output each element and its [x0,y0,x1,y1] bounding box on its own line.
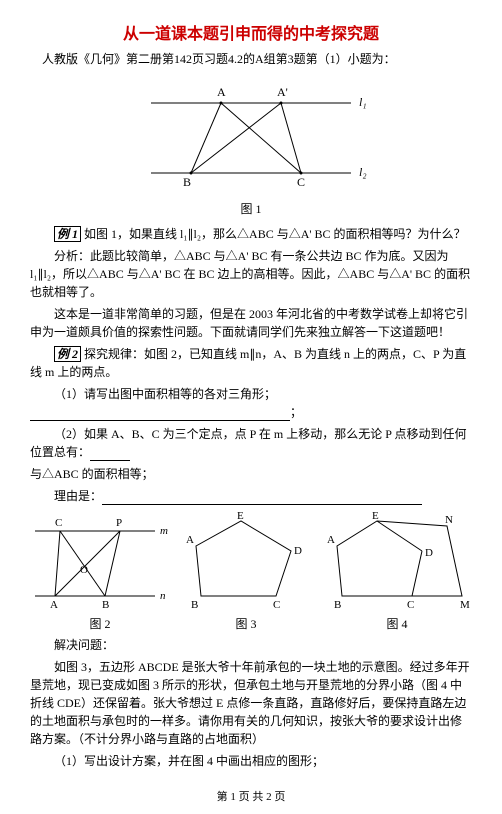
example-2-q2b: 与△ABC 的面积相等； [30,465,472,483]
svg-text:B: B [102,599,109,611]
example-2-q1: （1）请写出图中面积相等的各对三角形；； [30,385,472,421]
figure-1-caption: 图 1 [30,200,472,217]
svg-text:P: P [116,517,122,529]
example-2-q2a: （2）如果 A、B、C 为三个定点，点 P 在 m 上移动，那么无论 P 点移动… [30,425,472,461]
svg-text:N: N [445,514,453,526]
svg-text:B: B [334,599,341,611]
example-1-note: 这本是一道非常简单的习题，但是在 2003 年河北省的中考数学试卷上却将它引申为… [30,305,472,341]
subtitle: 人教版《几何》第二册第142页习题4.2的A组第3题第（1）小题为： [30,50,472,68]
svg-text:M: M [460,599,470,611]
svg-text:C: C [297,175,305,189]
svg-text:D: D [425,547,433,559]
svg-text:A: A [327,534,335,546]
figure-3: B A E D C [181,511,311,611]
page-title: 从一道课本题引申而得的中考探究题 [30,20,472,44]
example-2-reason: 理由是： [30,487,472,505]
example-2-label: 例 2 [54,346,81,362]
solve-header: 解决问题： [30,636,472,654]
solve-p2: （1）写出设计方案，并在图 4 中画出相应的图形； [30,752,472,770]
example-1-analysis: 分析：此题比较简单，△ABC 与△A' BC 有一条公共边 BC 作为底。又因为… [30,247,472,301]
svg-text:C: C [273,599,280,611]
figure-1: A A' B C l₁ l₂ [121,78,381,198]
figure-4: A B E N D C M [322,511,472,611]
blank-1 [30,408,290,421]
svg-text:O: O [80,564,88,576]
svg-text:m: m [160,525,168,537]
blank-3 [102,492,422,505]
example-1-text: 如图 1，如果直线 l₁∥l₂，那么△ABC 与△A' BC 的面积相等吗？为什… [84,227,466,241]
figure-2: C P O A B m n [30,511,170,611]
svg-text:A': A' [277,85,288,99]
svg-text:C: C [55,517,62,529]
figure-3-caption: 图 3 [181,615,311,632]
svg-text:E: E [372,511,379,522]
figure-2-caption: 图 2 [30,615,170,632]
svg-text:A: A [186,534,194,546]
example-2: 例 2 探究规律：如图 2，已知直线 m∥n，A、B 为直线 n 上的两点，C、… [30,345,472,381]
svg-text:B: B [191,599,198,611]
svg-text:A: A [217,85,226,99]
svg-text:C: C [407,599,414,611]
solve-p1: 如图 3，五边形 ABCDE 是张大爷十年前承包的一块土地的示意图。经过多年开垦… [30,658,472,748]
figure-4-caption: 图 4 [322,615,472,632]
blank-2 [90,448,130,461]
svg-text:D: D [294,545,302,557]
svg-text:l₂: l₂ [359,165,367,179]
svg-text:B: B [183,175,191,189]
svg-text:E: E [237,511,244,522]
svg-text:l₁: l₁ [359,95,367,109]
page-footer: 第 1 页 共 2 页 [30,788,472,804]
example-1: 例 1 如图 1，如果直线 l₁∥l₂，那么△ABC 与△A' BC 的面积相等… [30,225,472,243]
example-2-text: 探究规律：如图 2，已知直线 m∥n，A、B 为直线 n 上的两点，C、P 为直… [30,347,466,379]
svg-text:A: A [50,599,58,611]
figure-row: C P O A B m n 图 2 B A E D C 图 3 [30,511,472,632]
example-1-label: 例 1 [54,226,81,242]
svg-text:n: n [160,590,166,602]
